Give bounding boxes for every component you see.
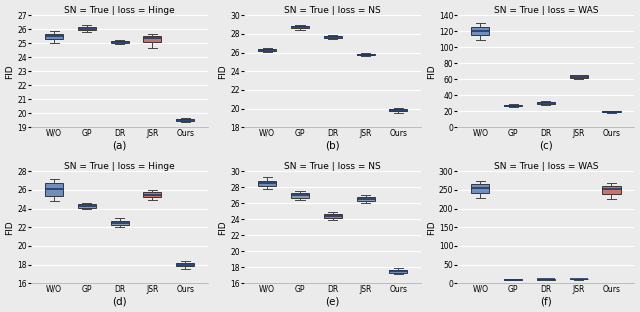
PathPatch shape: [602, 111, 621, 112]
PathPatch shape: [471, 184, 490, 193]
PathPatch shape: [324, 36, 342, 38]
Y-axis label: FID: FID: [427, 64, 436, 79]
PathPatch shape: [389, 270, 408, 273]
PathPatch shape: [504, 105, 522, 106]
PathPatch shape: [356, 197, 374, 201]
PathPatch shape: [45, 33, 63, 39]
PathPatch shape: [258, 181, 276, 186]
PathPatch shape: [471, 27, 490, 35]
Y-axis label: FID: FID: [219, 64, 228, 79]
PathPatch shape: [291, 193, 309, 197]
PathPatch shape: [176, 119, 194, 121]
PathPatch shape: [111, 221, 129, 225]
Y-axis label: FID: FID: [6, 64, 15, 79]
PathPatch shape: [111, 41, 129, 43]
Title: SN = True | loss = WAS: SN = True | loss = WAS: [493, 6, 598, 15]
Title: SN = True | loss = NS: SN = True | loss = NS: [284, 6, 381, 15]
X-axis label: (d): (d): [113, 296, 127, 306]
PathPatch shape: [45, 183, 63, 196]
X-axis label: (e): (e): [326, 296, 340, 306]
PathPatch shape: [602, 186, 621, 194]
Y-axis label: FID: FID: [6, 220, 15, 235]
Title: SN = True | loss = NS: SN = True | loss = NS: [284, 162, 381, 171]
PathPatch shape: [291, 26, 309, 28]
PathPatch shape: [78, 204, 96, 207]
PathPatch shape: [537, 102, 555, 104]
PathPatch shape: [389, 110, 408, 111]
PathPatch shape: [537, 279, 555, 280]
Title: SN = True | loss = WAS: SN = True | loss = WAS: [493, 162, 598, 171]
X-axis label: (f): (f): [540, 296, 552, 306]
PathPatch shape: [324, 214, 342, 218]
PathPatch shape: [176, 263, 194, 266]
Title: SN = True | loss = Hinge: SN = True | loss = Hinge: [64, 162, 175, 171]
X-axis label: (b): (b): [326, 140, 340, 150]
PathPatch shape: [143, 36, 161, 42]
PathPatch shape: [570, 279, 588, 280]
X-axis label: (c): (c): [539, 140, 553, 150]
PathPatch shape: [504, 279, 522, 280]
PathPatch shape: [356, 54, 374, 55]
Y-axis label: FID: FID: [219, 220, 228, 235]
Y-axis label: FID: FID: [427, 220, 436, 235]
PathPatch shape: [258, 49, 276, 51]
PathPatch shape: [143, 192, 161, 197]
X-axis label: (a): (a): [113, 140, 127, 150]
Title: SN = True | loss = Hinge: SN = True | loss = Hinge: [64, 6, 175, 15]
PathPatch shape: [570, 76, 588, 78]
PathPatch shape: [78, 27, 96, 31]
